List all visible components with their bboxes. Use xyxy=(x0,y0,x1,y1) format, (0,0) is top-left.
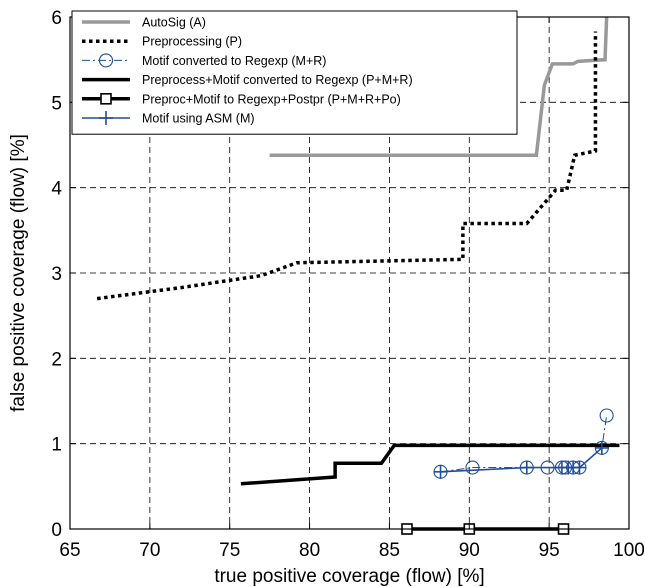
x-tick-label: 70 xyxy=(139,540,160,561)
legend-entry: Preproc+Motif to Regexp+Postpr (P+M+R+Po… xyxy=(82,92,401,106)
y-tick-label: 1 xyxy=(51,435,62,456)
legend-entry: Motif converted to Regexp (M+R) xyxy=(82,53,326,68)
legend-marker xyxy=(98,53,114,68)
y-tick-label: 4 xyxy=(51,179,62,200)
y-tick-label: 0 xyxy=(51,520,62,541)
axis-ticks: 65 70 75 80 85 90 95 100 0 1 2 3 4 5 6 xyxy=(51,8,644,561)
y-tick-label: 2 xyxy=(51,349,62,370)
y-tick-label: 5 xyxy=(51,93,62,114)
legend-entry: AutoSig (A) xyxy=(82,16,206,30)
data-point xyxy=(599,408,614,423)
legend-label: Preprocessing (P) xyxy=(142,35,242,49)
x-axis-label: true positive coverage (flow) [%] xyxy=(214,566,484,587)
legend-label: Preprocess+Motif converted to Regexp (P+… xyxy=(142,73,413,87)
series-0 xyxy=(269,16,609,157)
data-point xyxy=(572,460,587,475)
x-tick-label: 95 xyxy=(539,540,560,561)
legend-label: Motif using ASM (M) xyxy=(142,112,255,126)
data-point xyxy=(433,464,448,479)
data-point xyxy=(465,460,480,475)
x-tick-label: 85 xyxy=(379,540,400,561)
legend: AutoSig (A) Preprocessing (P) Motif conver… xyxy=(71,10,518,135)
legend-marker xyxy=(100,93,112,105)
x-tick-label: 80 xyxy=(299,540,320,561)
series-line-1 xyxy=(96,31,598,301)
legend-label: Preproc+Motif to Regexp+Postpr (P+M+R+Po… xyxy=(142,92,401,106)
legend-marker xyxy=(99,111,113,125)
legend-entry: Preprocessing (P) xyxy=(82,35,242,49)
y-tick-label: 6 xyxy=(51,8,62,29)
legend-entry: Preprocess+Motif converted to Regexp (P+… xyxy=(82,73,413,87)
x-tick-label: 65 xyxy=(59,540,80,561)
series-line-3 xyxy=(240,443,620,486)
series-3 xyxy=(240,443,620,486)
legend-box xyxy=(71,10,518,135)
y-tick-label: 3 xyxy=(51,264,62,285)
data-point xyxy=(519,460,534,475)
series-line-0 xyxy=(269,16,609,157)
x-tick-label: 100 xyxy=(613,540,645,561)
legend-label: AutoSig (A) xyxy=(142,16,206,30)
series-5 xyxy=(433,440,609,479)
x-tick-label: 90 xyxy=(459,540,480,561)
y-axis-label: false positive coverage (flow) [%] xyxy=(8,134,29,412)
x-tick-label: 75 xyxy=(219,540,240,561)
legend-label: Motif converted to Regexp (M+R) xyxy=(142,54,326,68)
data-point xyxy=(594,440,609,455)
series-1 xyxy=(96,31,598,301)
legend-entry: Motif using ASM (M) xyxy=(82,111,255,126)
